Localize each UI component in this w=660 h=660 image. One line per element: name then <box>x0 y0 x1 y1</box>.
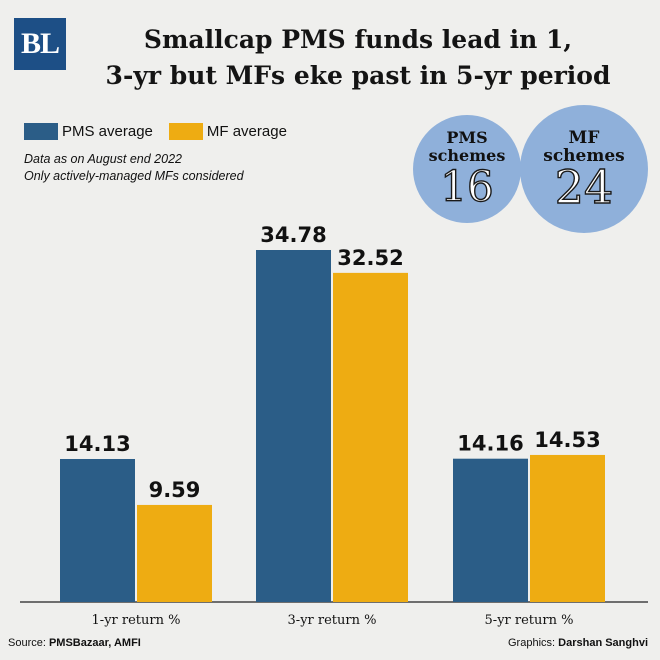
mf-bubble-label-2: schemes <box>543 146 625 166</box>
bar-pms-2 <box>256 250 331 602</box>
source-text: PMSBazaar, AMFI <box>48 637 141 649</box>
chart-notes: Data as on August end 2022 Only actively… <box>24 151 244 185</box>
legend: PMS average MF average <box>24 123 303 140</box>
chart-title: Smallcap PMS funds lead in 1, 3-yr but M… <box>78 22 638 94</box>
note-data-date: Data as on August end 2022 <box>24 152 182 166</box>
legend-label-pms: PMS average <box>62 123 153 140</box>
bar-pms-3 <box>453 458 528 602</box>
legend-item-pms: PMS average <box>24 123 153 140</box>
value-label-mf-2: 32.52 <box>337 246 403 270</box>
source-prefix: Source: <box>8 637 49 649</box>
mf-schemes-bubble: MF schemes 24 <box>520 105 648 233</box>
title-line-1: Smallcap PMS funds lead in 1, <box>143 25 573 54</box>
value-label-pms-2: 34.78 <box>260 223 326 247</box>
mf-bubble-label-1: MF <box>568 128 600 148</box>
bar-mf-1 <box>137 504 212 602</box>
value-label-pms-3: 14.16 <box>457 432 523 456</box>
pms-bubble-label-1: PMS <box>446 128 488 147</box>
value-label-pms-1: 14.13 <box>64 432 130 456</box>
x-tick-label-3: 5-yr return % <box>485 613 574 628</box>
pms-bubble-label-2: schemes <box>428 146 506 165</box>
legend-swatch-pms <box>24 123 58 140</box>
note-active-mfs: Only actively-managed MFs considered <box>24 169 244 183</box>
source-credit: Source: PMSBazaar, AMFI <box>8 637 141 649</box>
title-line-2: 3-yr but MFs eke past in 5-yr period <box>105 61 611 90</box>
graphics-text: Darshan Sanghvi <box>558 637 648 649</box>
legend-item-mf: MF average <box>168 123 287 140</box>
bar-mf-2 <box>333 272 408 602</box>
bar-pms-1 <box>60 458 135 602</box>
legend-label-mf: MF average <box>206 123 287 140</box>
mf-schemes-count: 24 <box>554 160 614 214</box>
value-label-mf-1: 9.59 <box>149 478 201 502</box>
pms-schemes-bubble: PMS schemes 16 <box>413 115 521 223</box>
pms-schemes-count: 16 <box>440 162 495 211</box>
bl-logo: BL <box>14 18 66 70</box>
legend-swatch-mf <box>168 123 203 140</box>
graphics-credit: Graphics: Darshan Sanghvi <box>508 637 648 649</box>
bar-mf-3 <box>530 454 605 602</box>
x-tick-label-1: 1-yr return % <box>92 613 181 628</box>
graphics-prefix: Graphics: <box>508 637 559 649</box>
x-tick-label-2: 3-yr return % <box>288 613 377 628</box>
value-label-mf-3: 14.53 <box>534 428 600 452</box>
